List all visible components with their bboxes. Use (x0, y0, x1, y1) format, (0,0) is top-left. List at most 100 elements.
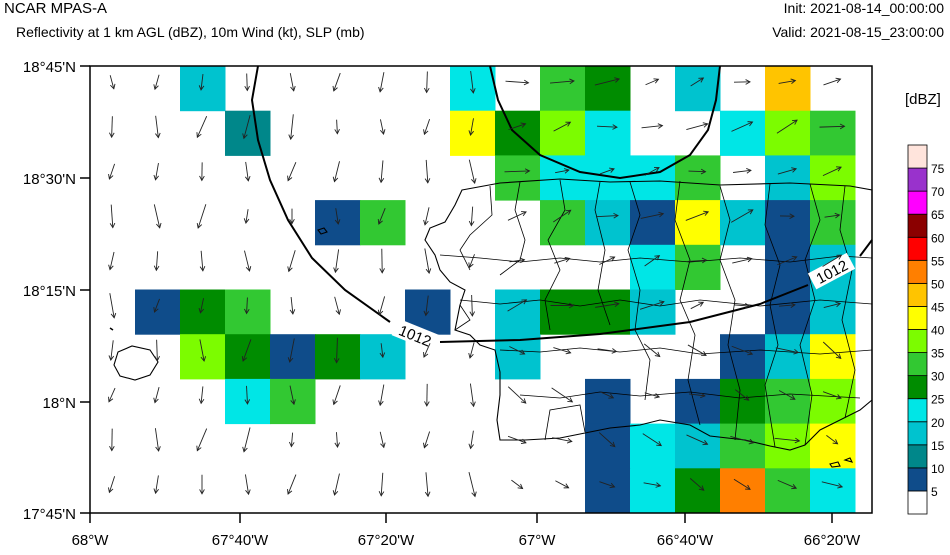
wind-arrow (819, 123, 846, 130)
wind-arrow (509, 257, 526, 264)
colorbar-level: 15 (931, 439, 945, 453)
longitude-labels: 68°W 67°40'W 67°20'W 67°W 66°40'W 66°20'W (72, 532, 861, 549)
colorbar-swatch (907, 467, 928, 492)
reflectivity-cell (675, 468, 721, 514)
wind-arrow (599, 167, 615, 175)
wind-arrow (287, 162, 297, 182)
colorbar-swatch (907, 167, 928, 192)
wind-arrow (733, 79, 751, 85)
colorbar-swatch (907, 329, 928, 353)
reflectivity-cell (585, 468, 631, 514)
wind-arrow (644, 167, 660, 176)
wind-arrow (332, 473, 340, 496)
reflectivity-cell (270, 334, 316, 380)
wind-arrow (288, 114, 294, 141)
colorbar: [dBZ] 5 10 15 20 25 30 35 40 45 50 55 60 65 70 75 (905, 91, 945, 515)
lat-label: 18°N (42, 395, 76, 412)
wind-arrow (289, 73, 296, 92)
wind-arrow (645, 78, 660, 86)
wind-arrow (553, 347, 572, 355)
wind-arrow (334, 119, 340, 135)
wind-arrow (596, 124, 618, 130)
wind-arrow (333, 249, 340, 274)
wind-arrow (823, 77, 842, 86)
wind-arrow (644, 255, 661, 267)
reflectivity-cell (720, 378, 766, 425)
reflectivity-cell (810, 200, 856, 246)
reflectivity-cell (630, 200, 676, 246)
wind-arrow (242, 114, 251, 140)
reflectivity-cell (540, 110, 586, 156)
valid-time: Valid: 2021-08-15_23:00:00 (772, 24, 944, 40)
wind-arrow (508, 122, 527, 131)
reflectivity-cell (765, 200, 811, 246)
wind-arrow (244, 161, 251, 182)
wind-arrow (379, 119, 386, 135)
wind-arrow (332, 161, 340, 183)
reflectivity-cell (675, 423, 721, 469)
reflectivity-cell (675, 155, 721, 201)
colorbar-swatch (907, 444, 928, 469)
reflectivity-cell (720, 110, 766, 156)
colorbar-level: 60 (931, 231, 945, 245)
wind-arrow (244, 73, 250, 92)
lat-label: 17°45'N (23, 506, 76, 523)
wind-arrow (153, 251, 160, 272)
wind-arrow (334, 296, 341, 316)
wind-arrow (196, 204, 207, 229)
wind-arrow (108, 340, 115, 362)
wind-arrow (424, 248, 432, 275)
wind-arrow (778, 78, 797, 84)
wind-arrow (423, 295, 430, 317)
wind-arrow (423, 118, 431, 136)
colorbar-level: 55 (931, 254, 945, 268)
wind-arrow (731, 345, 754, 356)
wind-arrow (687, 257, 708, 264)
reflectivity-cell (765, 289, 811, 335)
wind-arrow (507, 435, 527, 445)
wind-arrow (423, 71, 430, 94)
wind-arrow (552, 437, 573, 444)
wind-arrow (777, 479, 798, 490)
reflectivity-cell (630, 468, 676, 514)
wind-arrow (776, 119, 798, 134)
wind-arrow (777, 167, 798, 175)
lat-label: 18°15'N (23, 283, 76, 300)
wind-arrow (244, 297, 250, 315)
reflectivity-cell (135, 289, 181, 335)
reflectivity-cell (495, 289, 541, 335)
colorbar-level: 20 (931, 416, 945, 430)
colorbar-swatch (907, 190, 928, 215)
reflectivity-cell (810, 423, 856, 469)
reflectivity-cell (765, 468, 811, 514)
wind-arrow (379, 248, 385, 274)
reflectivity-cell (540, 289, 586, 335)
colorbar-swatch (907, 375, 928, 400)
wind-arrow (469, 383, 476, 408)
slp-contours (250, 65, 873, 343)
wind-arrow (468, 342, 475, 359)
colorbar-swatch (907, 236, 928, 261)
wind-arrow (108, 116, 115, 139)
wind-arrow (154, 339, 161, 362)
reflectivity-cell (765, 155, 811, 201)
reflectivity-cell (810, 110, 856, 156)
reflectivity-cell (765, 244, 811, 290)
lon-label: 67°W (519, 532, 557, 549)
wind-arrow (378, 384, 385, 407)
wind-arrow (423, 343, 431, 358)
wind-arrow (509, 346, 526, 355)
wind-arrow (505, 79, 530, 86)
lat-label: 18°45'N (23, 59, 76, 76)
wind-arrow (244, 385, 251, 405)
wind-arrow (826, 435, 839, 445)
wind-arrow (511, 479, 524, 490)
wind-arrow (822, 391, 842, 400)
reflectivity-cell (540, 155, 586, 201)
wind-arrow (109, 75, 116, 90)
reflectivity-cell (225, 334, 271, 380)
wind-arrow (555, 168, 570, 174)
latitude-labels: 18°45'N 18°30'N 18°15'N 18°N 17°45'N (23, 59, 76, 523)
reflectivity-cell (180, 334, 226, 380)
wind-arrow (823, 301, 842, 308)
